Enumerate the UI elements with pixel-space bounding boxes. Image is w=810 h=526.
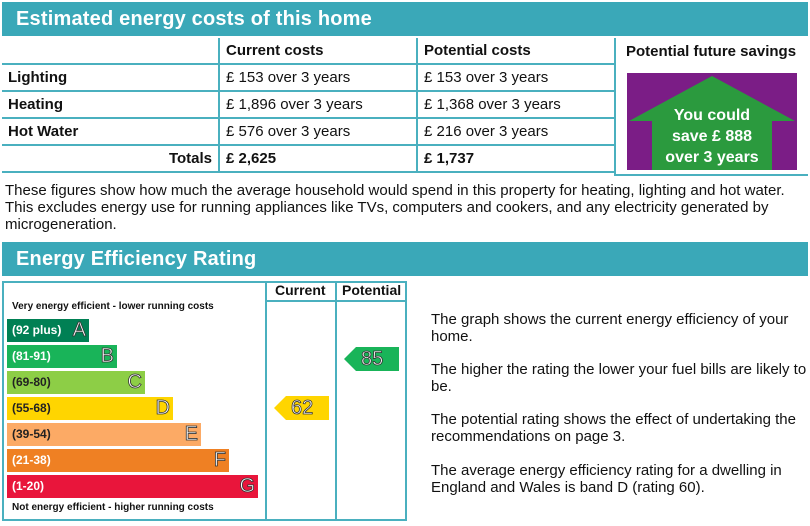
totals-current: £ 2,625 bbox=[218, 145, 417, 173]
header-potential-costs: Potential costs bbox=[416, 38, 614, 65]
hot-water-current-cost: £ 576 over 3 years bbox=[218, 118, 417, 146]
costs-section-title: Estimated energy costs of this home bbox=[2, 2, 808, 36]
savings-line-1: You could bbox=[673, 107, 751, 124]
savings-title: Potential future savings bbox=[626, 43, 797, 60]
potential-column-divider bbox=[335, 281, 337, 521]
potential-column-header: Potential bbox=[342, 282, 402, 298]
header-current-costs: Current costs bbox=[218, 38, 417, 65]
band-c-letter: C bbox=[127, 371, 142, 394]
potential-rating-value: 85 bbox=[361, 348, 384, 371]
costs-note: These figures show how much the average … bbox=[5, 182, 785, 233]
totals-label: Totals bbox=[2, 145, 219, 173]
savings-message: You could save £ 888 over 3 years bbox=[627, 105, 797, 168]
band-e: (39-54) E bbox=[7, 423, 201, 446]
band-f-letter: F bbox=[213, 449, 226, 472]
heating-current-cost: £ 1,896 over 3 years bbox=[218, 91, 417, 119]
explanation-3: The potential rating shows the effect of… bbox=[431, 411, 796, 445]
header-blank bbox=[2, 38, 219, 65]
potential-arrow-shape bbox=[344, 347, 399, 371]
explanation-1: The graph shows the current energy effic… bbox=[431, 311, 789, 345]
current-rating-value: 62 bbox=[291, 397, 314, 420]
band-b: (81-91) B bbox=[7, 345, 117, 368]
lighting-potential-cost: £ 153 over 3 years bbox=[416, 64, 614, 92]
totals-row: Totals £ 2,625 £ 1,737 bbox=[2, 145, 614, 173]
totals-potential: £ 1,737 bbox=[416, 145, 614, 173]
lighting-current-cost: £ 153 over 3 years bbox=[218, 64, 417, 92]
band-e-letter: E bbox=[184, 423, 198, 446]
band-c: (69-80) C bbox=[7, 371, 145, 394]
savings-line-3: over 3 years bbox=[665, 149, 759, 166]
savings-column bbox=[614, 38, 808, 176]
band-d-letter: D bbox=[155, 397, 170, 420]
band-g: (1-20) G bbox=[7, 475, 258, 498]
row-label-lighting: Lighting bbox=[2, 64, 219, 92]
energy-costs-table: Current costs Potential costs Lighting £… bbox=[2, 38, 614, 173]
potential-rating-arrow: 85 bbox=[344, 347, 399, 371]
current-rating-arrow: 62 bbox=[274, 396, 329, 420]
band-a: (92 plus) A bbox=[7, 319, 89, 342]
band-f: (21-38) F bbox=[7, 449, 229, 472]
current-column-divider bbox=[265, 281, 267, 521]
table-row: Hot Water £ 576 over 3 years £ 216 over … bbox=[2, 118, 614, 146]
hot-water-potential-cost: £ 216 over 3 years bbox=[416, 118, 614, 146]
table-row: Lighting £ 153 over 3 years £ 153 over 3… bbox=[2, 64, 614, 92]
band-b-range: (81-91) bbox=[12, 349, 51, 363]
band-f-range: (21-38) bbox=[12, 453, 51, 467]
rating-section-title: Energy Efficiency Rating bbox=[2, 242, 808, 276]
current-column-header: Current bbox=[275, 282, 326, 298]
band-a-range: (92 plus) bbox=[12, 323, 62, 337]
row-label-heating: Heating bbox=[2, 91, 219, 119]
band-c-range: (69-80) bbox=[12, 375, 51, 389]
heating-potential-cost: £ 1,368 over 3 years bbox=[416, 91, 614, 119]
not-efficient-label: Not energy efficient - higher running co… bbox=[12, 502, 214, 513]
band-g-letter: G bbox=[239, 475, 255, 498]
explanation-4: The average energy efficiency rating for… bbox=[431, 462, 782, 496]
band-e-range: (39-54) bbox=[12, 427, 51, 441]
band-d-range: (55-68) bbox=[12, 401, 51, 415]
band-a-letter: A bbox=[72, 319, 86, 342]
band-g-range: (1-20) bbox=[12, 479, 45, 493]
savings-line-2: save £ 888 bbox=[671, 128, 753, 145]
explanation-2: The higher the rating the lower your fue… bbox=[431, 361, 807, 395]
table-header-row: Current costs Potential costs bbox=[2, 38, 614, 65]
column-header-rule bbox=[265, 300, 407, 302]
row-label-hot-water: Hot Water bbox=[2, 118, 219, 146]
table-row: Heating £ 1,896 over 3 years £ 1,368 ove… bbox=[2, 91, 614, 119]
band-b-letter: B bbox=[100, 345, 114, 368]
savings-house-icon bbox=[627, 73, 797, 170]
current-arrow-shape bbox=[274, 396, 329, 420]
very-efficient-label: Very energy efficient - lower running co… bbox=[12, 301, 214, 312]
rating-chart-frame bbox=[2, 281, 407, 521]
band-d: (55-68) D bbox=[7, 397, 173, 420]
